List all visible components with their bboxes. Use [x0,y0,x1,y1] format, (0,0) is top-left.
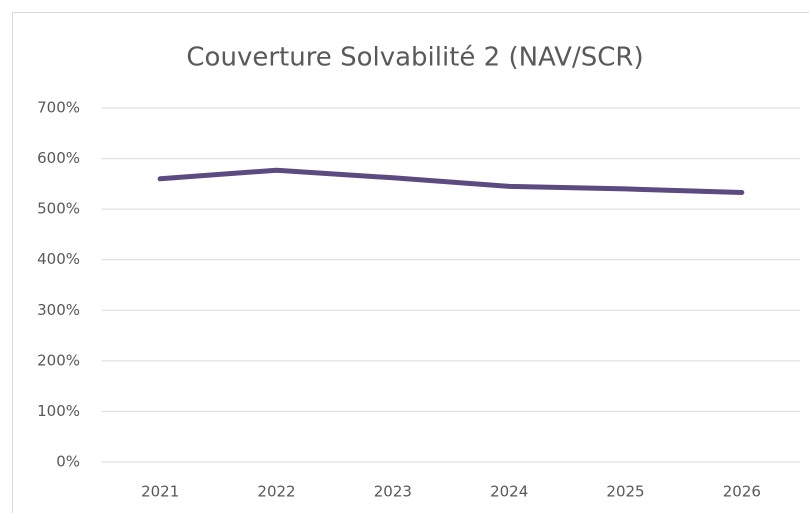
y-tick-label: 400% [37,250,80,268]
chart-title: Couverture Solvabilité 2 (NAV/SCR) [186,43,643,73]
y-tick-label: 500% [37,200,80,218]
x-tick-label: 2022 [257,483,295,501]
y-tick-label: 200% [37,351,80,369]
y-tick-label: 600% [37,149,80,167]
chart-frame [12,12,809,513]
line-series [157,167,745,195]
y-tick-label: 300% [37,301,80,319]
y-tick-label: 700% [37,99,80,117]
x-tick-label: 2021 [141,483,179,501]
x-tick-label: 2026 [723,483,761,501]
y-tick-label: 0% [56,453,80,471]
x-tick-label: 2024 [490,483,528,501]
y-tick-label: 100% [37,402,80,420]
x-tick-label: 2023 [374,483,412,501]
x-tick-label: 2025 [606,483,644,501]
